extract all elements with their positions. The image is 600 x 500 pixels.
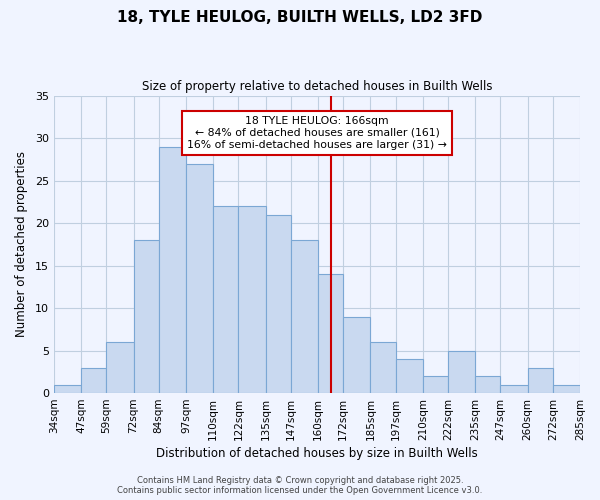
Text: 18, TYLE HEULOG, BUILTH WELLS, LD2 3FD: 18, TYLE HEULOG, BUILTH WELLS, LD2 3FD: [118, 10, 482, 25]
Bar: [370, 342, 395, 393]
Bar: [475, 376, 500, 393]
Y-axis label: Number of detached properties: Number of detached properties: [15, 152, 28, 338]
Bar: [448, 350, 475, 393]
Text: 18 TYLE HEULOG: 166sqm
← 84% of detached houses are smaller (161)
16% of semi-de: 18 TYLE HEULOG: 166sqm ← 84% of detached…: [187, 116, 447, 150]
Bar: [134, 240, 159, 393]
Bar: [238, 206, 266, 393]
X-axis label: Distribution of detached houses by size in Builth Wells: Distribution of detached houses by size …: [156, 447, 478, 460]
Bar: [553, 384, 580, 393]
Bar: [395, 359, 423, 393]
Bar: [54, 384, 81, 393]
Bar: [500, 384, 527, 393]
Bar: [291, 240, 318, 393]
Title: Size of property relative to detached houses in Builth Wells: Size of property relative to detached ho…: [142, 80, 492, 93]
Bar: [159, 146, 186, 393]
Text: Contains HM Land Registry data © Crown copyright and database right 2025.
Contai: Contains HM Land Registry data © Crown c…: [118, 476, 482, 495]
Bar: [213, 206, 238, 393]
Bar: [343, 316, 370, 393]
Bar: [186, 164, 213, 393]
Bar: [81, 368, 106, 393]
Bar: [318, 274, 343, 393]
Bar: [266, 214, 291, 393]
Bar: [106, 342, 134, 393]
Bar: [423, 376, 448, 393]
Bar: [527, 368, 553, 393]
